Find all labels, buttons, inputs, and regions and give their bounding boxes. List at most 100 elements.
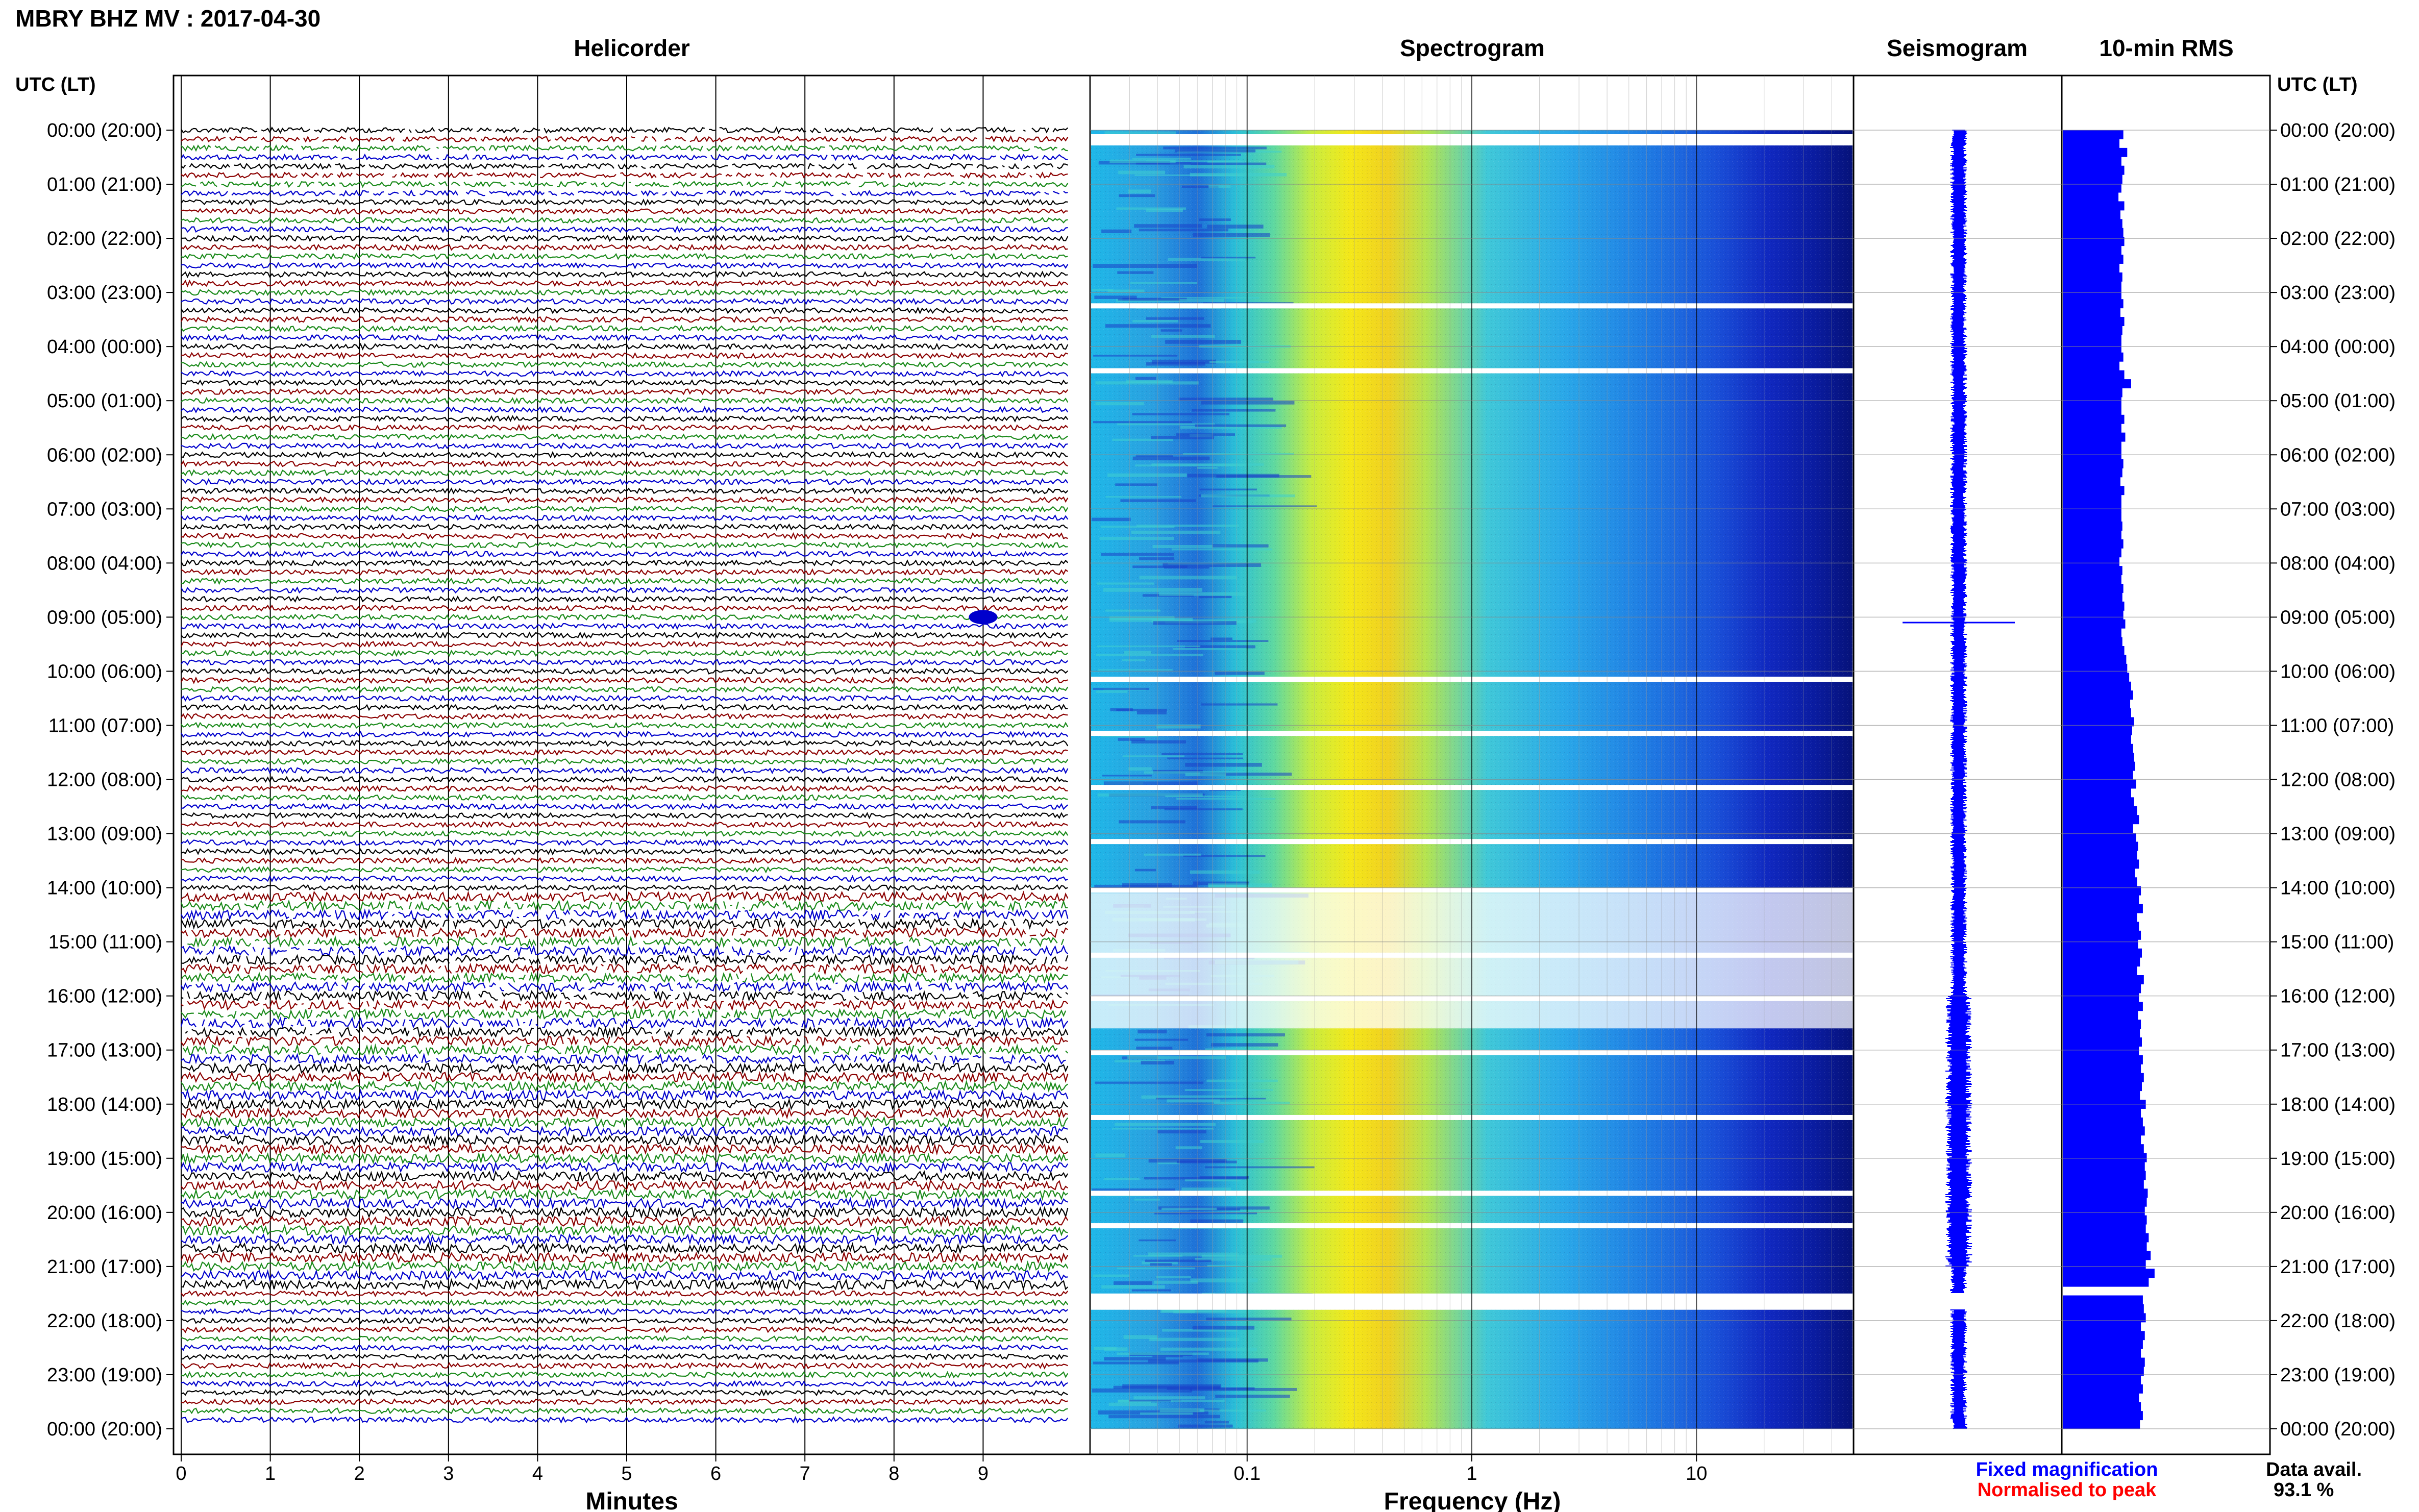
hour-label-left: 23:00 (19:00) (47, 1365, 162, 1386)
helicorder-trace (181, 703, 1068, 711)
rms-bar (2063, 797, 2134, 807)
rms-bar (2063, 912, 2137, 922)
hour-label-left: 20:00 (16:00) (47, 1202, 162, 1224)
spectrogram-streak (1123, 1335, 1157, 1339)
hour-label-left: 18:00 (14:00) (47, 1094, 162, 1116)
spectrogram-streak (1146, 160, 1241, 162)
spectrogram-streak (1184, 1089, 1273, 1091)
spectrogram-streak (1092, 517, 1131, 522)
rms-bar (2063, 646, 2125, 655)
spectrogram-streak (1201, 1254, 1282, 1258)
helicorder-xtick-label: 5 (621, 1463, 632, 1484)
helicorder-trace (181, 144, 1068, 152)
helicorder-trace (181, 252, 1068, 260)
hour-label-right: 07:00 (03:00) (2280, 499, 2396, 520)
rms-bar (2063, 1126, 2145, 1136)
spectrogram-streak (1117, 271, 1154, 274)
spectrogram-streak (1127, 1056, 1226, 1059)
helicorder-trace (181, 1326, 1068, 1333)
spectrogram-streak (1183, 164, 1275, 169)
helicorder-trace (181, 890, 1069, 904)
hour-label-left: 17:00 (13:00) (47, 1040, 162, 1061)
spectrogram-streak (1128, 767, 1152, 771)
spectrogram-streak (1114, 1060, 1166, 1062)
helicorder-trace (183, 1043, 1069, 1056)
spectrogram-streak (1093, 687, 1149, 690)
helicorder-trace (181, 1187, 1068, 1201)
x-axis-ticks: 0 1 2 3 4 5 6 7 8 9 0.1 1 10 (176, 1454, 1707, 1484)
rms-bar (2063, 1357, 2145, 1367)
helicorder-trace (181, 1034, 1068, 1047)
helicorder-trace (181, 1197, 1068, 1210)
spectrogram-streak (1201, 494, 1295, 498)
rms-bar (2063, 245, 2121, 255)
rms-bar (2063, 1171, 2146, 1180)
helicorder-trace (181, 342, 1069, 351)
hour-label-left: 11:00 (07:00) (48, 715, 162, 736)
spectrogram-streak (1112, 1128, 1214, 1130)
helicorder-trace (181, 135, 1069, 143)
helicorder-trace (181, 460, 1068, 468)
helicorder-trace (181, 1371, 1069, 1379)
rms-bar (2063, 237, 2125, 246)
spectrogram-streak (1128, 1399, 1181, 1402)
spectrogram-streak (1163, 146, 1267, 150)
rms-bar (2063, 663, 2128, 673)
spectrogram-streak (1190, 1219, 1244, 1223)
helicorder-title: Helicorder (574, 35, 690, 61)
legend-fixed-magnification: Fixed magnification (1976, 1459, 2158, 1480)
helicorder-trace (181, 424, 1069, 432)
rms-bar (2063, 130, 2124, 139)
spectrogram-streak (1136, 455, 1173, 457)
spectrogram-streak (1099, 537, 1174, 540)
rms-bar (2063, 1144, 2144, 1154)
spectrogram-streak (1130, 282, 1198, 284)
spectrogram-streak (1199, 596, 1232, 599)
utc-label-right: UTC (LT) (2277, 74, 2358, 95)
spectrogram-streak (1146, 362, 1205, 366)
helicorder-trace (181, 812, 1068, 820)
spectrogram-streak (1192, 1325, 1255, 1330)
spectrogram-streak (1092, 1188, 1175, 1193)
spectrogram-streak (1178, 1424, 1233, 1428)
helicorder-trace (181, 1007, 1067, 1021)
helicorder-trace (181, 388, 1069, 395)
rms-bar (2063, 432, 2126, 442)
spectrogram-streak (1100, 735, 1158, 737)
spectrogram-streak (1199, 1409, 1266, 1412)
helicorder-trace (181, 361, 1068, 368)
hour-label-left: 00:00 (20:00) (47, 120, 162, 141)
helicorder-xtick-label: 1 (265, 1463, 276, 1484)
helicorder-trace (181, 1299, 1069, 1307)
spectrogram-streak (1136, 1046, 1173, 1050)
rms-bar (2063, 1206, 2145, 1216)
rms-bar (2063, 1375, 2141, 1385)
hour-label-left: 09:00 (05:00) (47, 607, 162, 628)
helicorder-trace (181, 568, 1068, 576)
helicorder-trace (181, 848, 1068, 856)
helicorder-trace (181, 469, 1068, 477)
rms-bar (2063, 788, 2131, 798)
spectrogram-streak (1178, 398, 1274, 401)
spectrogram-streak (1215, 1395, 1290, 1398)
helicorder-trace (181, 857, 1069, 864)
hour-labels: 00:00 (20:00) 00:00 (20:00) 01:00 (21:00) 0… (47, 120, 2396, 1440)
helicorder-trace (181, 1362, 1068, 1370)
helicorder-trace (181, 830, 1069, 837)
spectrogram-streak (1104, 1177, 1140, 1180)
spectrogram-streak (1095, 690, 1128, 693)
rms-bar (2063, 681, 2131, 691)
spectrogram-streak (1210, 637, 1232, 640)
spectrogram-streak (1133, 1396, 1205, 1400)
rms-bar (2063, 1384, 2143, 1394)
helicorder-trace (181, 334, 1069, 341)
figure-title: MBRY BHZ MV : 2017-04-30 (15, 5, 320, 32)
spectrogram-streak (1095, 1081, 1204, 1084)
rms-bar (2063, 352, 2124, 362)
rms-bar (2063, 548, 2121, 558)
helicorder-trace (181, 926, 1068, 939)
rms-bar (2063, 1304, 2144, 1313)
spectrogram-streak (1190, 870, 1260, 874)
rms-bar (2063, 984, 2141, 994)
hour-label-right: 16:00 (12:00) (2280, 986, 2396, 1007)
